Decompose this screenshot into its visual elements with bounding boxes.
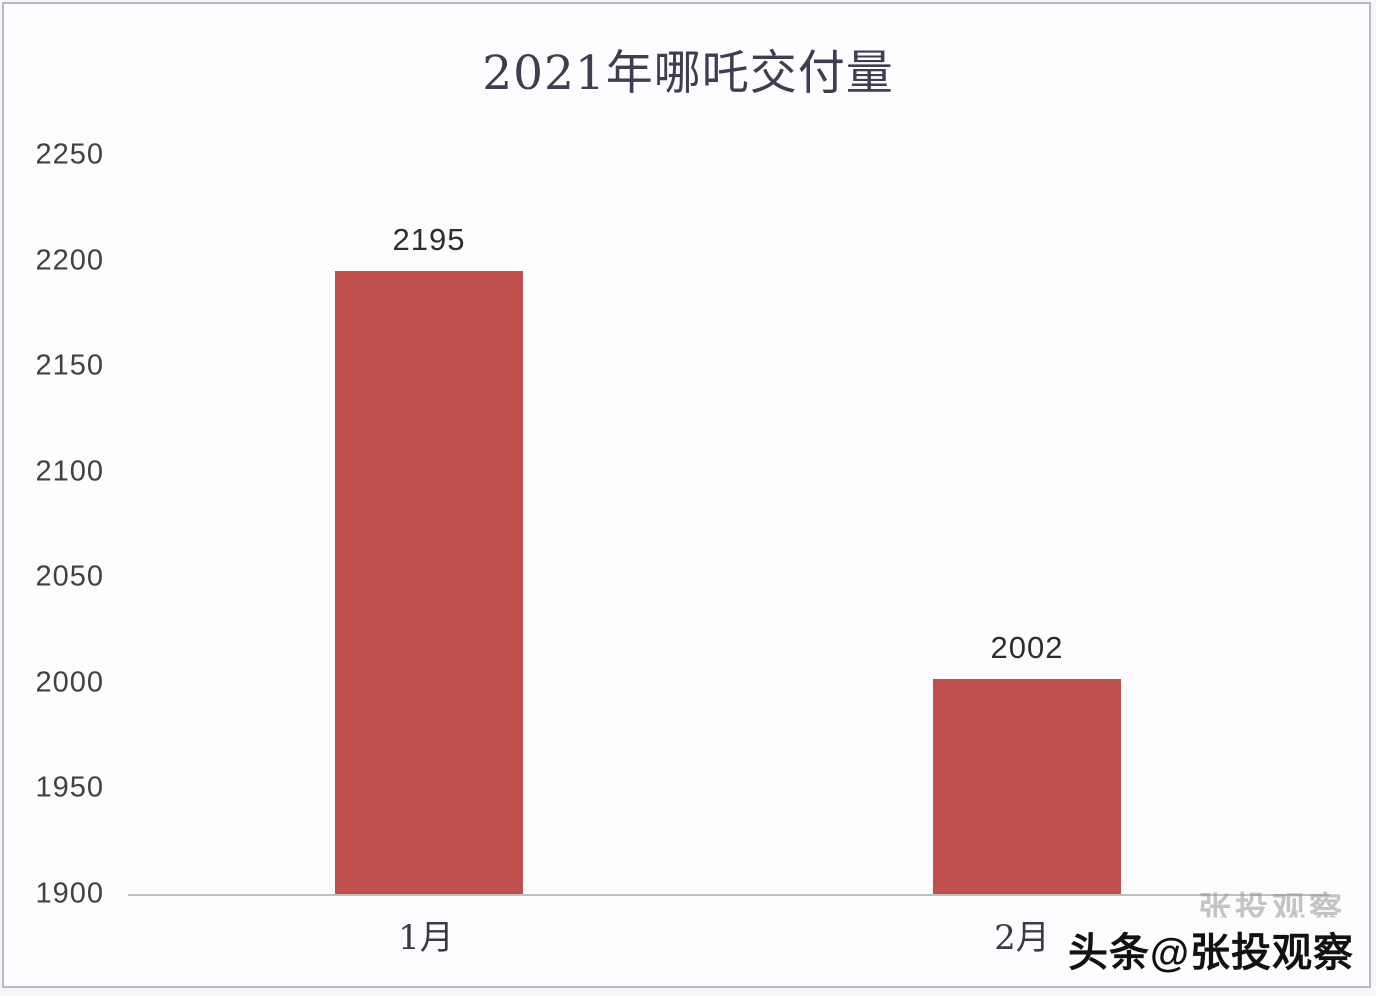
y-tick-label: 2150 bbox=[35, 349, 104, 382]
y-tick-label: 1900 bbox=[35, 877, 104, 910]
bar-value-label-february: 2002 bbox=[990, 630, 1064, 665]
x-tick-label-february: 2月 bbox=[994, 918, 1050, 958]
bar-value-label-january: 2195 bbox=[392, 222, 466, 257]
y-tick-label: 2000 bbox=[35, 666, 104, 699]
y-axis: 2250 2200 2150 2100 2050 2000 1950 1900 bbox=[0, 139, 104, 910]
y-tick-label: 1950 bbox=[35, 771, 104, 804]
x-axis-line bbox=[128, 894, 1330, 896]
bar-january bbox=[335, 271, 523, 894]
watermark-text: 头条@张投观察 bbox=[1067, 931, 1354, 975]
y-tick-label: 2250 bbox=[35, 138, 104, 171]
plot-area: 2195 2002 1月 2月 bbox=[128, 155, 1330, 958]
watermark-ghost-text: 张投观察 bbox=[1198, 890, 1346, 927]
y-tick-label: 2050 bbox=[35, 560, 104, 593]
bar-february bbox=[933, 679, 1121, 894]
y-tick-label: 2100 bbox=[35, 455, 104, 488]
x-tick-label-january: 1月 bbox=[398, 918, 454, 958]
chart-title: 2021年哪吒交付量 bbox=[482, 46, 894, 101]
y-tick-label: 2200 bbox=[35, 244, 104, 277]
